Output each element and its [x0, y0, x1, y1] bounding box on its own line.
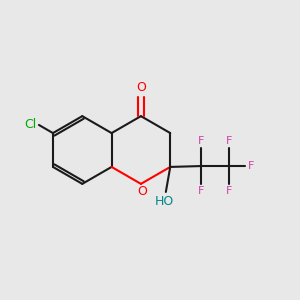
- Text: F: F: [226, 186, 232, 196]
- Text: F: F: [226, 136, 232, 146]
- Text: F: F: [248, 161, 254, 171]
- Text: F: F: [198, 136, 204, 146]
- Text: F: F: [198, 186, 204, 196]
- Text: O: O: [136, 81, 146, 94]
- Text: O: O: [137, 185, 147, 198]
- Text: Cl: Cl: [24, 118, 37, 131]
- Text: HO: HO: [155, 195, 174, 208]
